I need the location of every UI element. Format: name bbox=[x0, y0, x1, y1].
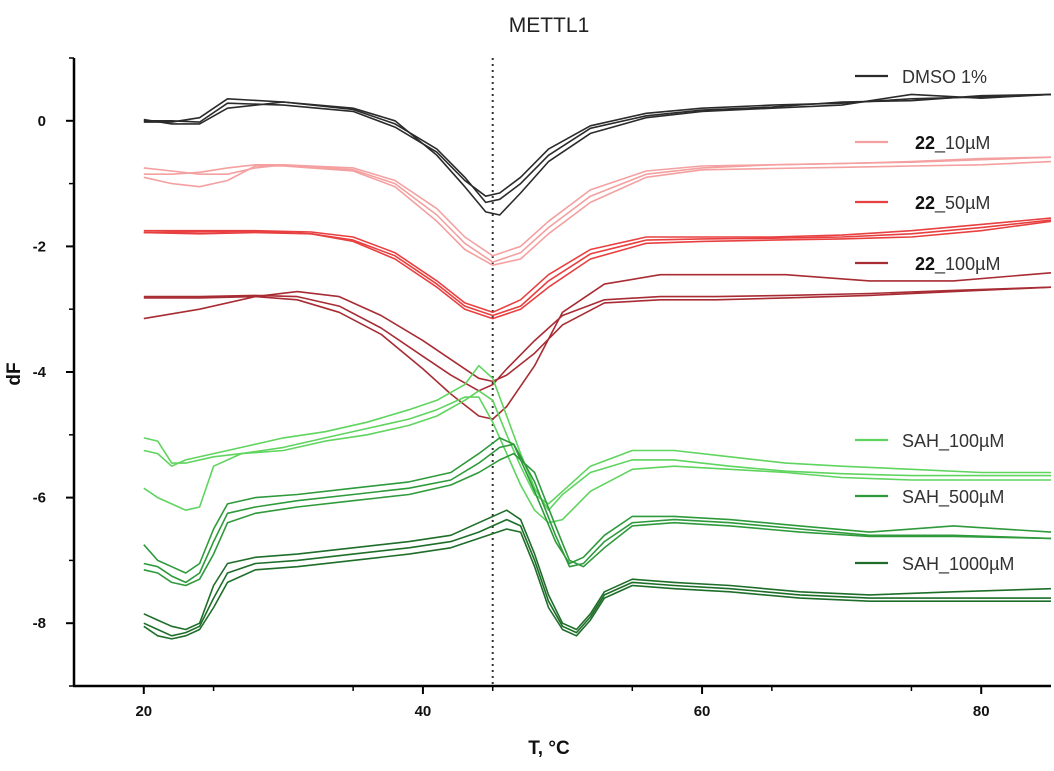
y-axis-label: dF bbox=[4, 362, 25, 385]
legend-label: SAH_1000µM bbox=[902, 554, 1014, 575]
legend-item-5: SAH_500µM bbox=[855, 487, 1004, 508]
series-line-6-replicate-0 bbox=[143, 509, 1052, 631]
legend-label-compound: 22 bbox=[915, 193, 935, 213]
x-tick-label: 60 bbox=[694, 703, 711, 720]
legend-item-0: DMSO 1% bbox=[855, 67, 987, 87]
legend-item-6: SAH_1000µM bbox=[855, 554, 1014, 575]
x-tick-label: 80 bbox=[973, 703, 990, 720]
series-line-3-replicate-0 bbox=[143, 286, 1052, 392]
series-line-2-replicate-2 bbox=[143, 220, 1052, 320]
series-line-5-replicate-1 bbox=[143, 443, 1052, 584]
series-line-0-replicate-1 bbox=[143, 93, 1052, 204]
plot-area: 20 40 60 80 0 -2 -4 -6 -8 bbox=[33, 57, 1051, 720]
series-line-5-replicate-2 bbox=[143, 452, 1052, 587]
legend-label: 22_10µM bbox=[915, 133, 990, 154]
series-5 bbox=[143, 437, 1052, 587]
legend-label-text: _10µM bbox=[934, 133, 990, 154]
series-2 bbox=[143, 217, 1052, 320]
y-tick-label: -4 bbox=[33, 364, 47, 381]
legend-label-text: SAH_500µM bbox=[902, 487, 1004, 508]
series-4 bbox=[143, 364, 1051, 524]
y-tick-label: 0 bbox=[38, 113, 46, 130]
legend-label-text: _50µM bbox=[934, 193, 990, 214]
x-tick-label: 20 bbox=[135, 703, 152, 720]
series-line-4-replicate-1 bbox=[143, 364, 1051, 511]
legend-label-compound: 22 bbox=[915, 254, 935, 274]
chart-title: METTL1 bbox=[509, 14, 590, 37]
series-line-6-replicate-1 bbox=[143, 518, 1051, 637]
series-line-6-replicate-2 bbox=[143, 528, 1051, 640]
x-axis-label: T, °C bbox=[528, 738, 570, 759]
series-3 bbox=[143, 272, 1052, 420]
series-line-4-replicate-0 bbox=[143, 390, 1051, 505]
series-1 bbox=[143, 156, 1052, 266]
legend-label: DMSO 1% bbox=[902, 67, 987, 87]
series-6 bbox=[143, 509, 1052, 640]
series-line-1-replicate-1 bbox=[143, 156, 1052, 263]
series-line-0-replicate-2 bbox=[143, 93, 1052, 216]
y-tick-label: -2 bbox=[33, 238, 46, 255]
legend-item-1: 22_10µM bbox=[855, 133, 990, 154]
legend-label: SAH_100µM bbox=[902, 431, 1004, 452]
series-line-3-replicate-1 bbox=[143, 286, 1052, 383]
series-line-1-replicate-2 bbox=[143, 160, 1052, 266]
series-0 bbox=[143, 93, 1052, 216]
series-line-3-replicate-2 bbox=[143, 272, 1052, 420]
legend-label: SAH_500µM bbox=[902, 487, 1004, 508]
legend-item-3: 22_100µM bbox=[855, 254, 1000, 275]
legend-label: 22_100µM bbox=[915, 254, 1000, 275]
legend-item-2: 22_50µM bbox=[855, 193, 990, 214]
series-line-4-replicate-2 bbox=[143, 396, 1051, 524]
legend-label-compound: 22 bbox=[915, 133, 935, 153]
series-line-5-replicate-0 bbox=[143, 437, 1052, 574]
y-tick-label: -8 bbox=[33, 615, 46, 632]
legend-label-text: _100µM bbox=[934, 254, 1000, 275]
legend-label-text: SAH_1000µM bbox=[902, 554, 1014, 575]
legend-item-4: SAH_100µM bbox=[855, 431, 1004, 452]
legend-label-text: DMSO 1% bbox=[902, 67, 987, 87]
x-tick-label: 40 bbox=[415, 703, 432, 720]
legend-label: 22_50µM bbox=[915, 193, 990, 214]
legend-label-text: SAH_100µM bbox=[902, 431, 1004, 452]
series-layer bbox=[143, 93, 1052, 640]
legend: DMSO 1%22_10µM22_50µM22_100µMSAH_100µMSA… bbox=[855, 67, 1014, 575]
series-line-2-replicate-0 bbox=[143, 217, 1052, 314]
y-tick-label: -6 bbox=[33, 490, 46, 507]
